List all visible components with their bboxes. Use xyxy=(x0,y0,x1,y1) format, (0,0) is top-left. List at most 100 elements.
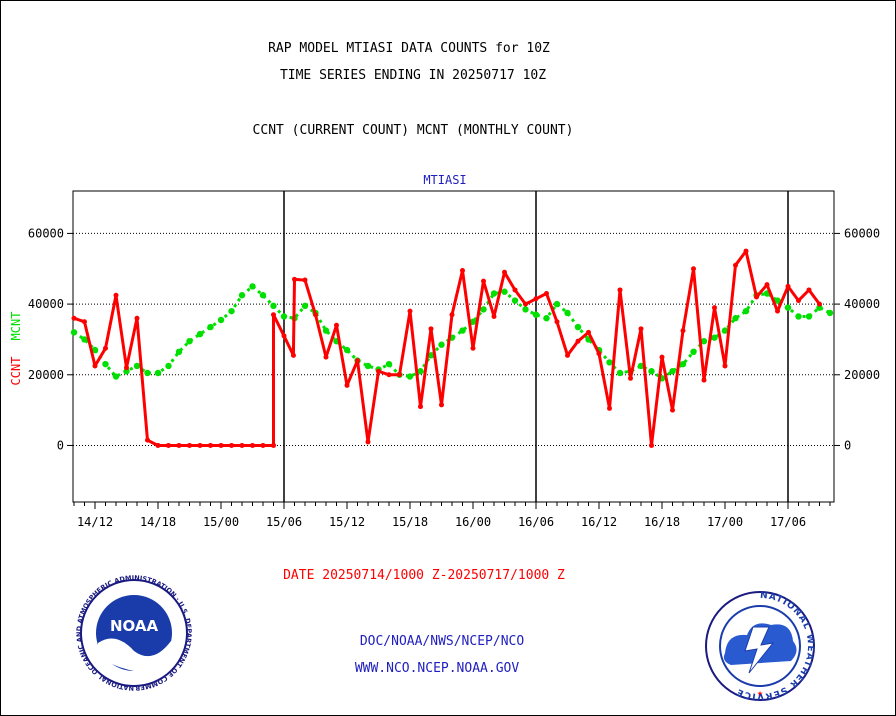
data-point-ccnt xyxy=(638,326,644,332)
x-axis-date-label: DATE 20250714/1000 Z-20250717/1000 Z xyxy=(283,568,565,583)
data-point-ccnt xyxy=(155,442,161,448)
noaa-logo-text: NOAA xyxy=(110,617,159,635)
y-tick-label-right: 40000 xyxy=(844,297,880,311)
noaa-bird-icon xyxy=(98,638,171,672)
data-point-ccnt xyxy=(397,372,402,378)
data-point-ccnt xyxy=(806,287,812,293)
data-point-ccnt xyxy=(187,442,192,448)
svg-text:NATIONAL OCEANIC AND ATMOSPHER: NATIONAL OCEANIC AND ATMOSPHERIC ADMINIS… xyxy=(1,1,193,692)
data-point-ccnt xyxy=(334,322,339,328)
data-point-mcnt xyxy=(322,327,330,334)
data-point-mcnt xyxy=(501,288,508,295)
data-point-ccnt xyxy=(502,269,507,275)
data-point-mcnt xyxy=(406,373,414,380)
data-point-mcnt xyxy=(112,373,120,380)
data-point-ccnt xyxy=(208,442,213,448)
data-point-ccnt xyxy=(565,352,570,358)
data-point-ccnt xyxy=(239,442,245,448)
x-tick-label: 15/06 xyxy=(266,515,302,529)
data-point-mcnt xyxy=(606,359,613,366)
data-point-ccnt xyxy=(92,363,98,369)
data-point-ccnt xyxy=(743,248,749,254)
data-point-ccnt xyxy=(617,287,623,293)
data-point-ccnt xyxy=(407,308,413,314)
data-point-mcnt xyxy=(259,292,267,299)
series-line-ccnt xyxy=(73,249,821,447)
data-point-mcnt xyxy=(123,368,130,375)
data-point-mcnt xyxy=(826,309,834,317)
data-point-mcnt xyxy=(480,306,487,313)
data-point-ccnt xyxy=(754,294,759,300)
data-point-mcnt xyxy=(165,362,172,370)
chart-subtitle: CCNT (CURRENT COUNT) MCNT (MONTHLY COUNT… xyxy=(253,123,574,138)
data-point-ccnt xyxy=(439,402,444,408)
data-point-ccnt xyxy=(470,345,476,351)
data-point-ccnt xyxy=(250,442,255,448)
ylabel-ccnt: CCNT xyxy=(9,357,23,386)
data-point-mcnt xyxy=(217,316,225,324)
x-tick-label: 17/00 xyxy=(707,515,743,529)
data-point-ccnt xyxy=(691,266,696,272)
data-point-mcnt xyxy=(816,304,823,311)
data-point-ccnt xyxy=(680,328,686,334)
data-point-mcnt xyxy=(91,346,99,354)
data-point-mcnt xyxy=(301,302,309,310)
footer-agency-line: DOC/NOAA/NWS/NCEP/NCO xyxy=(360,634,525,649)
data-point-mcnt xyxy=(417,368,424,375)
data-point-ccnt xyxy=(775,308,780,314)
data-point-mcnt xyxy=(805,313,813,320)
data-point-mcnt xyxy=(490,290,498,297)
data-point-ccnt xyxy=(523,301,528,307)
chart-title-line2: TIME SERIES ENDING IN 20250717 10Z xyxy=(280,68,546,83)
data-point-ccnt xyxy=(290,352,296,358)
data-point-ccnt xyxy=(764,282,770,288)
data-point-ccnt xyxy=(260,442,266,448)
data-point-mcnt xyxy=(711,334,718,341)
y-tick-label-left: 0 xyxy=(57,438,64,452)
data-point-ccnt xyxy=(491,313,497,319)
footer-website-link[interactable]: WWW.NCO.NCEP.NOAA.GOV xyxy=(355,661,520,676)
data-point-mcnt xyxy=(648,368,655,375)
data-point-ccnt xyxy=(817,301,822,307)
data-point-ccnt xyxy=(145,437,150,443)
y-tick-label-left: 40000 xyxy=(28,297,64,311)
data-point-mcnt xyxy=(511,297,519,304)
data-point-mcnt xyxy=(207,323,214,331)
x-tick-label: 15/18 xyxy=(392,515,428,529)
data-point-mcnt xyxy=(700,337,708,345)
data-point-ccnt xyxy=(113,292,119,298)
series-line-mcnt xyxy=(73,284,831,380)
data-point-mcnt xyxy=(280,313,288,320)
data-point-ccnt xyxy=(344,382,350,388)
nws-logo: ★ NATIONAL WEATHER SERVICE xyxy=(705,591,815,701)
data-point-mcnt xyxy=(249,283,256,290)
data-point-ccnt xyxy=(449,312,455,318)
data-point-mcnt xyxy=(721,327,729,334)
nws-lightning-icon xyxy=(744,626,775,674)
x-tick-label: 15/12 xyxy=(329,515,365,529)
noaa-logo: NOAA NATIONAL OCEANIC AND ATMOSPHERIC AD… xyxy=(1,1,193,692)
data-point-ccnt xyxy=(554,319,560,325)
data-point-ccnt xyxy=(428,326,434,332)
x-tick-label: 14/12 xyxy=(77,515,113,529)
plot-frame xyxy=(72,190,835,503)
data-point-ccnt xyxy=(796,298,801,304)
data-point-mcnt xyxy=(774,297,781,304)
data-point-mcnt xyxy=(228,307,235,315)
data-point-mcnt xyxy=(742,307,750,315)
data-point-ccnt xyxy=(418,404,423,410)
data-point-mcnt xyxy=(543,315,550,322)
plot-title: MTIASI xyxy=(423,173,466,187)
data-point-mcnt xyxy=(616,369,624,377)
data-point-ccnt xyxy=(218,442,224,448)
data-point-mcnt xyxy=(427,352,435,359)
data-point-ccnt xyxy=(544,290,549,296)
data-point-ccnt xyxy=(386,372,392,378)
data-point-mcnt xyxy=(385,360,393,368)
chart-title-line1: RAP MODEL MTIASI DATA COUNTS for 10Z xyxy=(268,41,550,56)
y-tick-label-right: 60000 xyxy=(844,226,880,240)
data-point-ccnt xyxy=(82,319,87,325)
data-point-ccnt xyxy=(460,268,465,274)
data-point-ccnt xyxy=(166,442,171,448)
